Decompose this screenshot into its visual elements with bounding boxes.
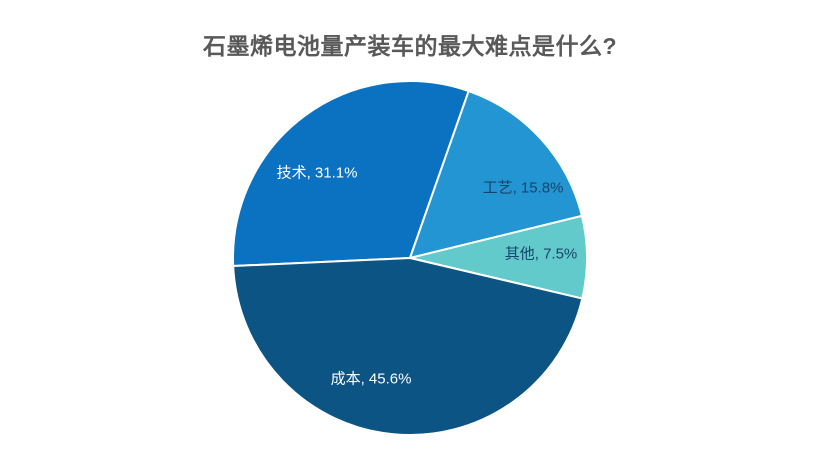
- pie-slice-technology: [232, 80, 470, 268]
- pie-slice-label-cost: 成本, 45.6%: [331, 371, 412, 388]
- pie-slice-label-process: 工艺, 15.8%: [483, 180, 564, 197]
- pie-slice-label-technology: 技术, 31.1%: [277, 165, 358, 182]
- pie-slice-label-other: 其他, 7.5%: [505, 246, 578, 263]
- pie-slice-process: [409, 90, 583, 259]
- pie-slice-cost: [232, 257, 584, 436]
- chart-title: 石墨烯电池量产装车的最大难点是什么?: [202, 33, 618, 59]
